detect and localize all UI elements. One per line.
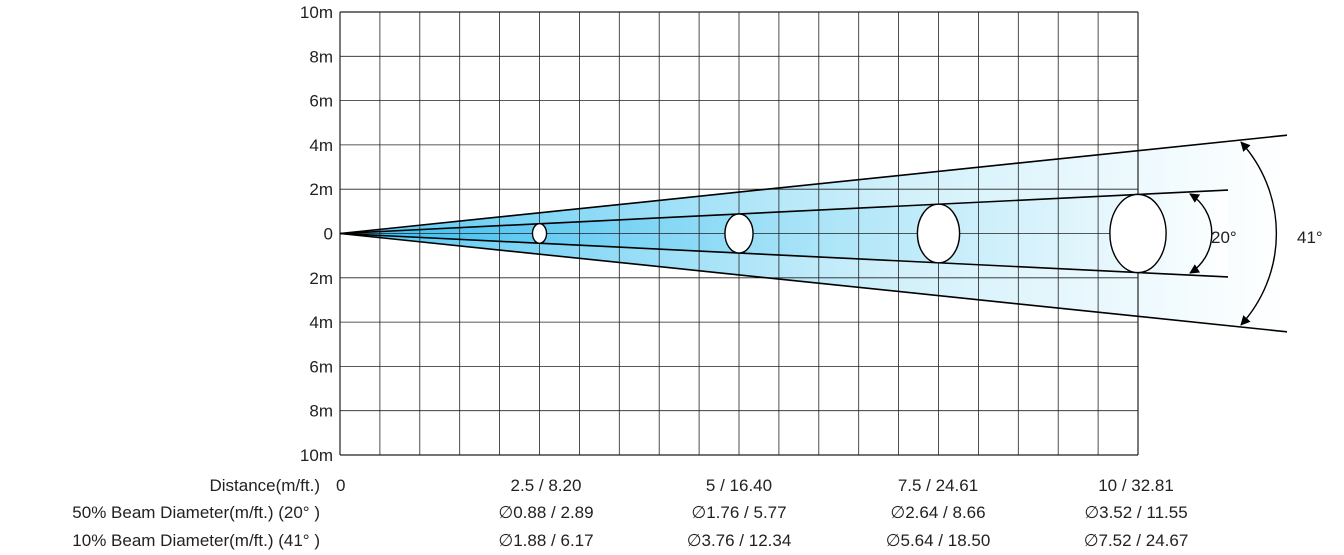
table-cell: ∅3.52 / 11.55 <box>1084 503 1187 522</box>
angle-arcs <box>1189 141 1278 326</box>
beam-edge-lower <box>339 232 1229 278</box>
table-cell: ∅3.76 / 12.34 <box>687 531 792 550</box>
table-row-label: 50% Beam Diameter(m/ft.) (20° ) <box>72 503 320 522</box>
table-cell: ∅1.88 / 6.17 <box>498 531 593 550</box>
y-tick-label: 10m <box>300 3 333 22</box>
field-angle-arc <box>1240 141 1278 326</box>
y-tick-label: 0 <box>324 225 333 244</box>
table-row-label: 10% Beam Diameter(m/ft.) (41° ) <box>72 531 320 550</box>
y-tick-label: 4m <box>309 136 333 155</box>
y-tick-label: 6m <box>309 92 333 111</box>
beam-spot <box>1109 193 1167 274</box>
beam-spot <box>724 213 754 254</box>
field-edge-lower <box>339 232 1288 333</box>
table-cell: 7.5 / 24.61 <box>898 476 978 495</box>
beam-spot <box>531 223 548 244</box>
y-tick-label: 4m <box>309 313 333 332</box>
beam-angle-arc <box>1189 193 1213 274</box>
table-cell: ∅1.76 / 5.77 <box>691 503 786 522</box>
table-cell: 10 / 32.81 <box>1098 476 1174 495</box>
table-cell: ∅2.64 / 8.66 <box>890 503 985 522</box>
y-tick-label: 8m <box>309 47 333 66</box>
data-table: Distance(m/ft.) 0 2.5 / 8.20 5 / 16.40 7.5 /… <box>72 476 1188 550</box>
y-tick-label: 2m <box>309 269 333 288</box>
table-start-value: 0 <box>336 476 345 495</box>
beam-spots <box>531 193 1167 274</box>
beam-edge-upper <box>339 189 1229 235</box>
table-cell: 5 / 16.40 <box>706 476 772 495</box>
y-tick-label: 6m <box>309 357 333 376</box>
y-axis-labels: 10m 8m 6m 4m 2m 0 2m 4m 6m 8m 10m <box>300 3 333 465</box>
table-cell: ∅0.88 / 2.89 <box>498 503 593 522</box>
cone-edges <box>339 134 1288 333</box>
y-tick-label: 10m <box>300 446 333 465</box>
table-cell: 2.5 / 8.20 <box>511 476 582 495</box>
y-tick-label: 8m <box>309 402 333 421</box>
table-cell: ∅5.64 / 18.50 <box>886 531 991 550</box>
field-angle-label: 41° <box>1297 228 1323 247</box>
beam-angle-label: 20° <box>1211 228 1237 247</box>
table-row-label: Distance(m/ft.) <box>209 476 320 495</box>
field-edge-upper <box>339 134 1288 235</box>
table-cell: ∅7.52 / 24.67 <box>1084 531 1189 550</box>
beam-spot <box>916 203 961 264</box>
y-tick-label: 2m <box>309 180 333 199</box>
